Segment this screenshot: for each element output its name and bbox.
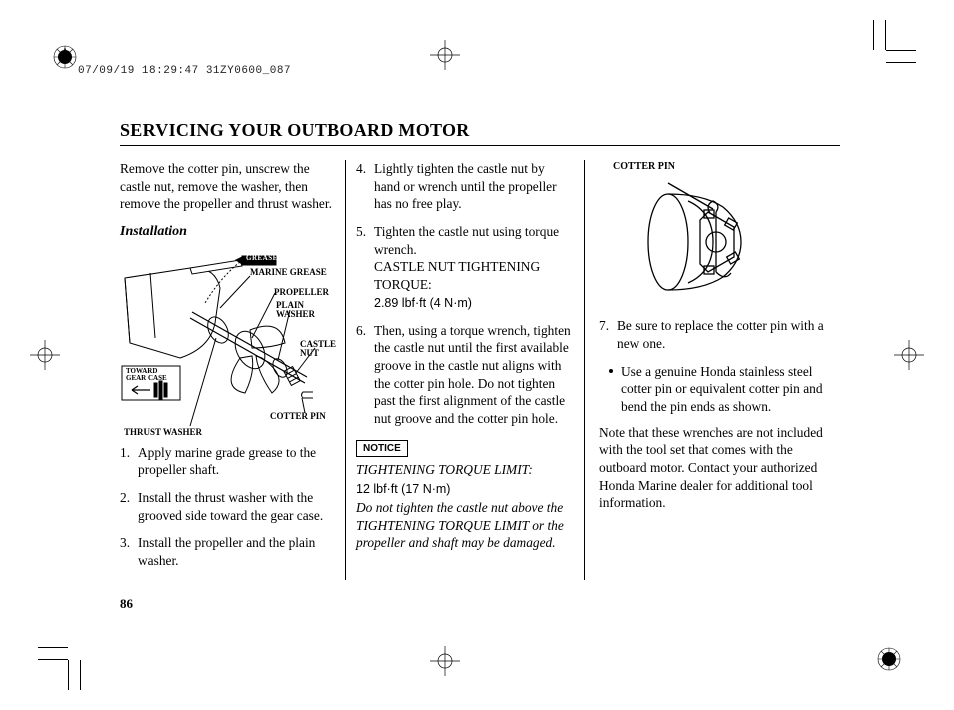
page-title: SERVICING YOUR OUTBOARD MOTOR	[120, 120, 840, 146]
label-propeller: PROPELLER	[274, 288, 329, 297]
columns: Remove the cotter pin, unscrew the castl…	[120, 160, 840, 580]
crosshair-icon	[894, 340, 924, 370]
torque-limit-value: 12 lbf·ft (17 N·m)	[356, 481, 574, 498]
col3-steps: 7.Be sure to replace the cotter pin with…	[599, 317, 840, 352]
label-grease-tag: GREASE	[246, 255, 278, 262]
step-6: 6.Then, using a torque wrench, tighten t…	[356, 322, 574, 428]
torque-limit-label: TIGHTENING TORQUE LIMIT:	[356, 461, 574, 479]
page-number: 86	[120, 596, 133, 612]
torque-value: 2.89 lbf·ft (4 N·m)	[374, 296, 472, 310]
wrench-note: Note that these wrenches are not include…	[599, 424, 840, 512]
label-castle-nut: CASTLE NUT	[300, 340, 336, 359]
crosshair-icon	[30, 340, 60, 370]
label-thrust-washer: THRUST WASHER	[124, 428, 202, 437]
crop-mark-icon	[885, 20, 886, 50]
column-3: COTTER PIN	[585, 160, 840, 580]
notice-badge: NOTICE	[356, 440, 408, 457]
col3-bullets: Use a genuine Honda stainless steel cott…	[599, 363, 840, 416]
cotter-pin-label: COTTER PIN	[613, 160, 840, 173]
col1-steps: 1.Apply marine grade grease to the prope…	[120, 444, 335, 570]
step-4: 4.Lightly tighten the castle nut by hand…	[356, 160, 574, 213]
label-cotter-pin: COTTER PIN	[270, 412, 326, 421]
col2-steps: 4.Lightly tighten the castle nut by hand…	[356, 160, 574, 428]
crop-mark-icon	[38, 647, 68, 648]
bullet-genuine-pin: Use a genuine Honda stainless steel cott…	[609, 363, 840, 416]
step-2: 2.Install the thrust washer with the gro…	[120, 489, 335, 524]
crosshair-icon	[430, 646, 460, 676]
crop-mark-icon	[886, 50, 916, 51]
torque-label: CASTLE NUT TIGHTENING TORQUE:	[374, 259, 540, 292]
step-3: 3.Install the propeller and the plain wa…	[120, 534, 335, 569]
label-plain-washer: PLAIN WASHER	[276, 301, 315, 320]
content-area: SERVICING YOUR OUTBOARD MOTOR Remove the…	[120, 120, 840, 580]
torque-warning: Do not tighten the castle nut above the …	[356, 499, 574, 552]
label-marine-grease: MARINE GREASE	[250, 268, 327, 277]
step-7: 7.Be sure to replace the cotter pin with…	[599, 317, 840, 352]
installation-heading: Installation	[120, 223, 335, 241]
label-toward-gear: TOWARD GEAR CASE	[126, 368, 167, 383]
crop-mark-icon	[886, 62, 916, 63]
registration-mark-icon	[876, 646, 902, 672]
print-timestamp: 07/09/19 18:29:47 31ZY0600_087	[78, 65, 291, 77]
step-1: 1.Apply marine grade grease to the prope…	[120, 444, 335, 479]
column-2: 4.Lightly tighten the castle nut by hand…	[345, 160, 585, 580]
crop-mark-icon	[873, 20, 874, 50]
crop-mark-icon	[38, 659, 68, 660]
page: 07/09/19 18:29:47 31ZY0600_087 SERVICING…	[0, 0, 954, 710]
column-1: Remove the cotter pin, unscrew the castl…	[120, 160, 345, 580]
crosshair-icon	[430, 40, 460, 70]
cotter-pin-diagram	[613, 177, 773, 307]
intro-paragraph: Remove the cotter pin, unscrew the castl…	[120, 160, 335, 213]
step-5: 5. Tighten the castle nut using torque w…	[356, 223, 574, 311]
registration-mark-icon	[52, 44, 78, 70]
crop-mark-icon	[68, 660, 69, 690]
crop-mark-icon	[80, 660, 81, 690]
propeller-diagram: MARINE GREASE PROPELLER PLAIN WASHER CAS…	[120, 248, 330, 438]
